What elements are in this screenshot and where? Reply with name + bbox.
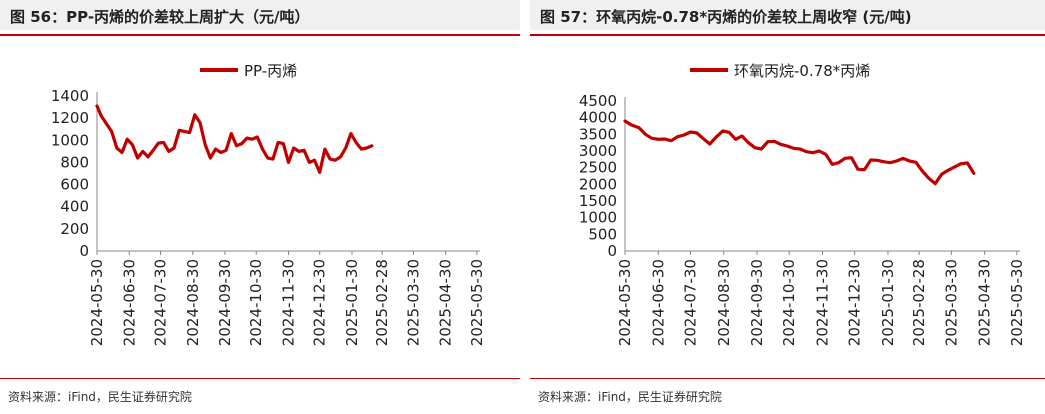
x-tick-label: 2025-03-30 [942, 259, 960, 346]
y-tick-label: 3500 [579, 125, 617, 143]
y-tick-label: 1000 [51, 131, 89, 149]
source-note: 资料来源：iFind，民生证券研究院 [8, 390, 192, 404]
chart-panel-pp-propylene: 图 56：PP-丙烯的价差较上周扩大（元/吨） PP-丙烯 0 200 400 600 8… [0, 0, 520, 414]
x-tick-label: 2024-12-30 [311, 259, 329, 346]
legend: 环氧丙烷-0.78*丙烯 [690, 62, 870, 80]
y-tick-label: 2000 [579, 175, 617, 193]
x-tick-label: 2024-09-30 [748, 259, 766, 346]
y-tick-label: 200 [60, 220, 89, 238]
x-tick-label: 2024-12-30 [846, 259, 864, 346]
x-tick-label: 2024-08-30 [715, 259, 733, 346]
y-tick-label: 4500 [579, 92, 617, 110]
x-tick-label: 2025-02-28 [910, 259, 928, 346]
x-tick-label: 2025-05-30 [468, 259, 486, 346]
legend-label: PP-丙烯 [244, 62, 297, 80]
x-tick-label: 2024-10-30 [247, 259, 265, 346]
title-divider [530, 34, 1045, 36]
chart-panel-po-propylene: 图 57：环氧丙烷-0.78*丙烯的价差较上周收窄 (元/吨) 环氧丙烷-0.7… [530, 0, 1045, 414]
y-tick-label: 400 [60, 198, 89, 216]
x-tick-label: 2024-06-30 [649, 259, 667, 346]
x-tick-label: 2024-05-30 [88, 259, 106, 346]
x-tick-label: 2025-02-28 [373, 259, 391, 346]
source-note: 资料来源：iFind，民生证券研究院 [538, 390, 722, 404]
x-tick-label: 2024-05-30 [616, 259, 634, 346]
x-tick-label: 2025-04-30 [976, 259, 994, 346]
title-bar: 图 56：PP-丙烯的价差较上周扩大（元/吨） [0, 0, 520, 30]
series-line [95, 104, 374, 174]
x-tick-label: 2024-06-30 [120, 259, 138, 346]
y-tick-label: 3000 [579, 142, 617, 160]
y-tick-label: 1400 [51, 87, 89, 105]
bottom-divider [0, 378, 520, 379]
x-tick-label: 2024-10-30 [780, 259, 798, 346]
x-tick-label: 2025-03-30 [404, 259, 422, 346]
y-tick-label: 0 [79, 242, 89, 260]
y-tick-label: 1000 [579, 209, 617, 227]
x-tick-label: 2025-05-30 [1008, 259, 1026, 346]
y-tick-label: 800 [60, 153, 89, 171]
line-chart-pp-propylene: PP-丙烯 0 200 400 600 800 1000 1200 1400 2024-05-30… [51, 62, 486, 346]
x-tick-label: 2024-11-30 [814, 259, 832, 346]
x-tick-label: 2024-07-30 [681, 259, 699, 346]
y-tick-label: 500 [588, 225, 617, 243]
y-tick-label: 1500 [579, 192, 617, 210]
bottom-divider [530, 378, 1045, 379]
x-tick-label: 2024-11-30 [280, 259, 298, 346]
legend: PP-丙烯 [200, 62, 297, 80]
title-divider [0, 34, 520, 36]
chart-title: 图 56：PP-丙烯的价差较上周扩大（元/吨） [10, 8, 310, 26]
x-tick-label: 2025-01-30 [343, 259, 361, 346]
x-tick-label: 2024-08-30 [184, 259, 202, 346]
series-line [623, 119, 976, 186]
y-tick-label: 2500 [579, 159, 617, 177]
x-tick-label: 2024-09-30 [216, 259, 234, 346]
y-tick-label: 0 [607, 242, 617, 260]
line-chart-po-propylene: 环氧丙烷-0.78*丙烯 0500100015002000250030003500… [579, 62, 1026, 346]
legend-label: 环氧丙烷-0.78*丙烯 [734, 62, 870, 80]
y-tick-label: 1200 [51, 109, 89, 127]
y-tick-label: 4000 [579, 109, 617, 127]
chart-title: 图 57：环氧丙烷-0.78*丙烯的价差较上周收窄 (元/吨) [540, 8, 912, 26]
title-bar: 图 57：环氧丙烷-0.78*丙烯的价差较上周收窄 (元/吨) [530, 0, 1045, 30]
y-tick-label: 600 [60, 176, 89, 194]
x-tick-label: 2024-07-30 [151, 259, 169, 346]
x-tick-label: 2025-04-30 [437, 259, 455, 346]
x-tick-label: 2025-01-30 [879, 259, 897, 346]
